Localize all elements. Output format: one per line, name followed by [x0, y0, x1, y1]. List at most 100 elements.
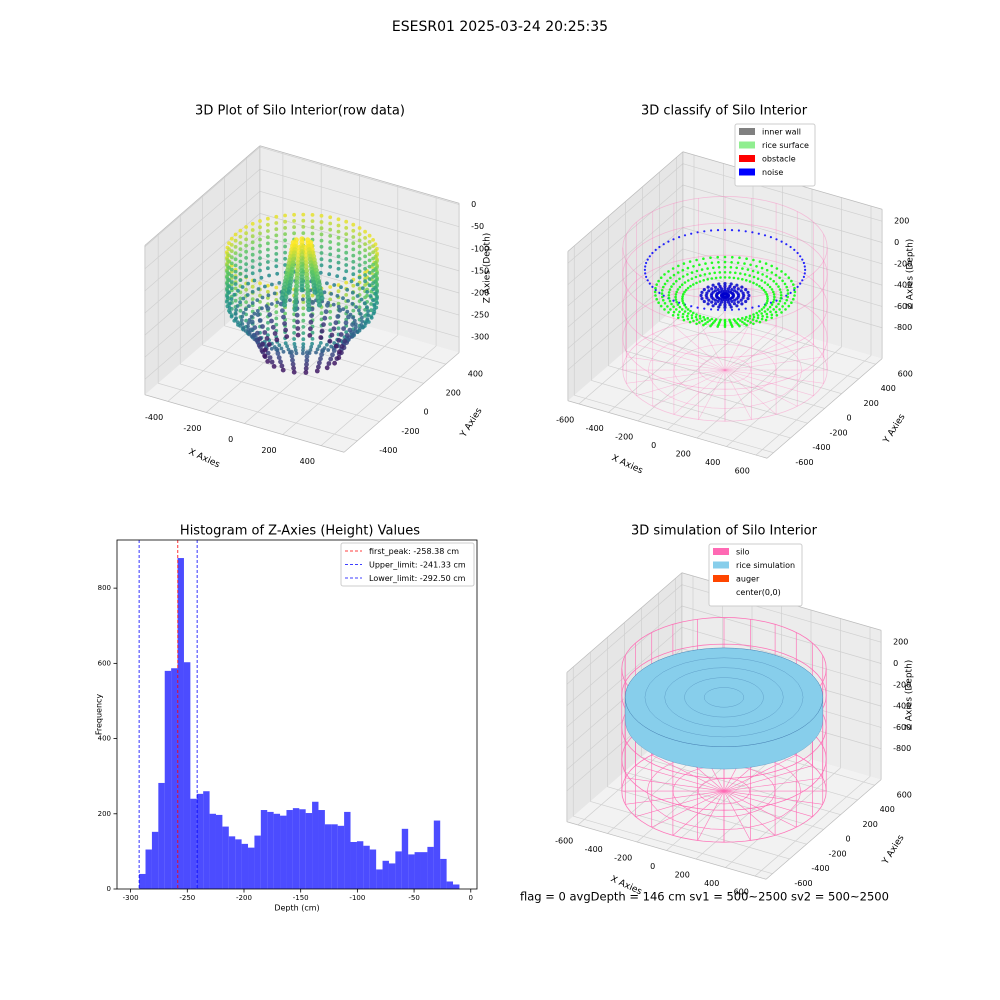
point: [357, 269, 362, 274]
point: [301, 318, 306, 323]
rice-surface: [624, 647, 824, 747]
point: [266, 222, 270, 227]
point: [304, 350, 310, 355]
point: [662, 243, 665, 246]
point: [752, 281, 755, 285]
point: [728, 271, 732, 274]
y-tick-label: 400: [468, 369, 483, 378]
point: [355, 282, 360, 287]
point: [344, 263, 349, 267]
point: [258, 300, 262, 304]
point: [258, 281, 262, 286]
point: [328, 240, 333, 244]
point: [328, 246, 333, 251]
bar: [190, 798, 197, 889]
point: [292, 337, 296, 341]
point: [772, 293, 776, 296]
point: [227, 284, 231, 289]
point: [730, 261, 733, 264]
point: [760, 317, 764, 321]
point: [746, 290, 750, 294]
point: [250, 284, 255, 289]
point: [766, 308, 770, 311]
point: [270, 282, 274, 287]
point: [694, 315, 698, 319]
point: [319, 244, 324, 249]
point: [259, 275, 264, 280]
point: [331, 326, 337, 332]
point: [779, 291, 783, 294]
point: [682, 318, 686, 322]
point: [244, 249, 249, 254]
point: [263, 284, 267, 289]
point: [711, 283, 715, 287]
point: [274, 258, 279, 262]
grid-line: [144, 168, 261, 270]
point: [262, 353, 267, 359]
silo-floor: [724, 344, 814, 371]
point: [229, 261, 234, 266]
point: [258, 225, 262, 230]
grid-line: [682, 248, 883, 307]
point: [367, 252, 372, 257]
point: [243, 307, 248, 312]
bar: [215, 814, 223, 889]
point: [367, 258, 372, 263]
point: [304, 362, 309, 367]
point: [319, 220, 324, 224]
point: [780, 270, 783, 273]
chart-title: 3D Plot of Silo Interior(row data): [195, 104, 405, 119]
point: [717, 266, 721, 269]
bar: [254, 835, 261, 889]
point: [293, 287, 299, 293]
point: [310, 225, 315, 230]
point: [353, 328, 358, 333]
z-tick-label: -200: [894, 259, 912, 268]
point: [250, 289, 255, 294]
point: [227, 278, 231, 283]
y-tick-label: 600: [897, 790, 912, 799]
point: [671, 314, 675, 317]
grid-line: [659, 321, 859, 380]
x-tick-label: 600: [735, 466, 750, 475]
point: [709, 324, 712, 328]
silo-floor: [724, 369, 814, 396]
z-tick-label: 0: [894, 238, 899, 247]
z-axis-label: Z Axies (Depth): [905, 660, 915, 731]
point: [232, 318, 237, 323]
point: [739, 272, 742, 275]
grid-line: [158, 382, 358, 442]
point: [304, 279, 310, 285]
point: [761, 314, 764, 318]
point: [661, 295, 664, 299]
point: [686, 286, 690, 290]
point: [229, 280, 234, 284]
point: [371, 244, 375, 249]
point: [292, 212, 296, 217]
point: [240, 285, 245, 289]
point: [801, 279, 804, 282]
bar: [376, 869, 383, 889]
point: [762, 288, 766, 292]
point: [738, 324, 741, 328]
point: [688, 260, 692, 263]
point: [310, 337, 315, 341]
point: [723, 300, 727, 304]
point: [227, 241, 231, 246]
point: [672, 310, 676, 314]
x-tick-label: 200: [261, 446, 276, 455]
point: [260, 341, 265, 347]
point: [793, 286, 796, 290]
point: [764, 262, 768, 265]
point: [336, 248, 341, 253]
point: [307, 333, 313, 338]
point: [288, 298, 292, 302]
point: [290, 361, 296, 367]
x-tick-label: 400: [705, 458, 720, 467]
point: [363, 321, 368, 326]
point: [229, 314, 234, 319]
point: [775, 238, 778, 241]
point: [328, 316, 333, 320]
point: [250, 259, 255, 263]
point: [699, 317, 702, 320]
